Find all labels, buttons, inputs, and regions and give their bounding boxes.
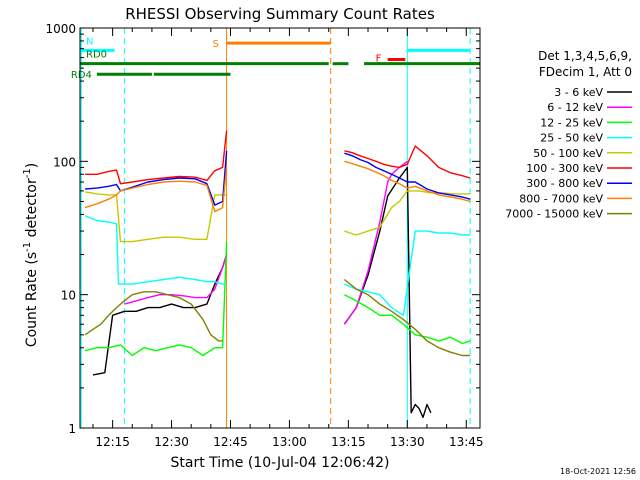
legend-label-0: 3 - 6 keV bbox=[554, 86, 603, 99]
y-label-sup2: -1 bbox=[22, 168, 33, 178]
x-tick-label-3: 13:00 bbox=[272, 435, 307, 449]
legend-header-line1: Det 1,3,4,5,6,9, bbox=[538, 49, 632, 63]
y-label-main: Count Rate (s bbox=[24, 252, 40, 347]
x-tick-label-4: 13:15 bbox=[331, 435, 366, 449]
timestamp: 18-Oct-2021 12:56 bbox=[560, 467, 636, 476]
plot-background bbox=[80, 28, 480, 428]
legend-label-8: 7000 - 15000 keV bbox=[505, 208, 603, 221]
flag-label-f: F bbox=[376, 54, 382, 65]
legend-label-4: 50 - 100 keV bbox=[533, 147, 603, 160]
axes: 1 10 100 1000 12:15 12:30 12:45 13:00 13:15 13:30… bbox=[45, 22, 483, 449]
series-line-2 bbox=[84, 241, 471, 357]
legend-header-line2: FDecim 1, Att 0 bbox=[539, 65, 632, 79]
flag-label-rd0: RD0 bbox=[86, 50, 107, 61]
x-axis-label: Start Time (10-Jul-04 12:06:42) bbox=[170, 455, 389, 471]
series-line-0 bbox=[92, 166, 432, 419]
chart-title: RHESSI Observing Summary Count Rates bbox=[125, 5, 435, 23]
x-tick-label-2: 12:45 bbox=[213, 435, 248, 449]
y-label-end: ) bbox=[24, 163, 40, 168]
flag-label-s: S bbox=[213, 39, 219, 50]
legend: 3 - 6 keV 6 - 12 keV 12 - 25 keV 25 - 50 ke… bbox=[505, 86, 632, 221]
series-line-6 bbox=[85, 150, 471, 206]
y-tick-label-1: 10 bbox=[61, 289, 76, 303]
plot-area bbox=[80, 28, 480, 428]
series-line-7 bbox=[84, 160, 471, 213]
legend-label-6: 300 - 800 keV bbox=[526, 177, 603, 190]
flag-label-rd4: RD4 bbox=[71, 70, 92, 81]
y-tick-label-0: 1 bbox=[68, 422, 76, 436]
series-lines bbox=[84, 130, 471, 419]
legend-label-1: 6 - 12 keV bbox=[547, 101, 603, 114]
flag-label-n: N bbox=[86, 36, 93, 47]
y-axis-label: Count Rate (s-1 detector-1) bbox=[22, 163, 40, 347]
y-tick-label-2: 100 bbox=[53, 155, 76, 169]
x-tick-label-1: 12:30 bbox=[154, 435, 189, 449]
y-label-mid: detector bbox=[24, 178, 40, 242]
legend-label-7: 800 - 7000 keV bbox=[519, 192, 603, 205]
x-tick-label-6: 13:45 bbox=[449, 435, 484, 449]
x-tick-label-5: 13:30 bbox=[390, 435, 425, 449]
series-line-8 bbox=[84, 278, 471, 357]
legend-label-2: 12 - 25 keV bbox=[540, 116, 603, 129]
vertical-markers bbox=[80, 28, 471, 428]
series-line-5 bbox=[85, 130, 471, 185]
legend-label-5: 100 - 300 keV bbox=[526, 162, 603, 175]
legend-label-3: 25 - 50 keV bbox=[540, 132, 603, 145]
x-tick-label-0: 12:15 bbox=[95, 435, 130, 449]
series-line-3 bbox=[84, 215, 471, 316]
y-tick-label-3: 1000 bbox=[45, 22, 76, 36]
flag-bars: N RD0 RD4 S F bbox=[71, 36, 480, 81]
y-label-sup1: -1 bbox=[22, 242, 33, 252]
plot-frame bbox=[79, 27, 481, 429]
